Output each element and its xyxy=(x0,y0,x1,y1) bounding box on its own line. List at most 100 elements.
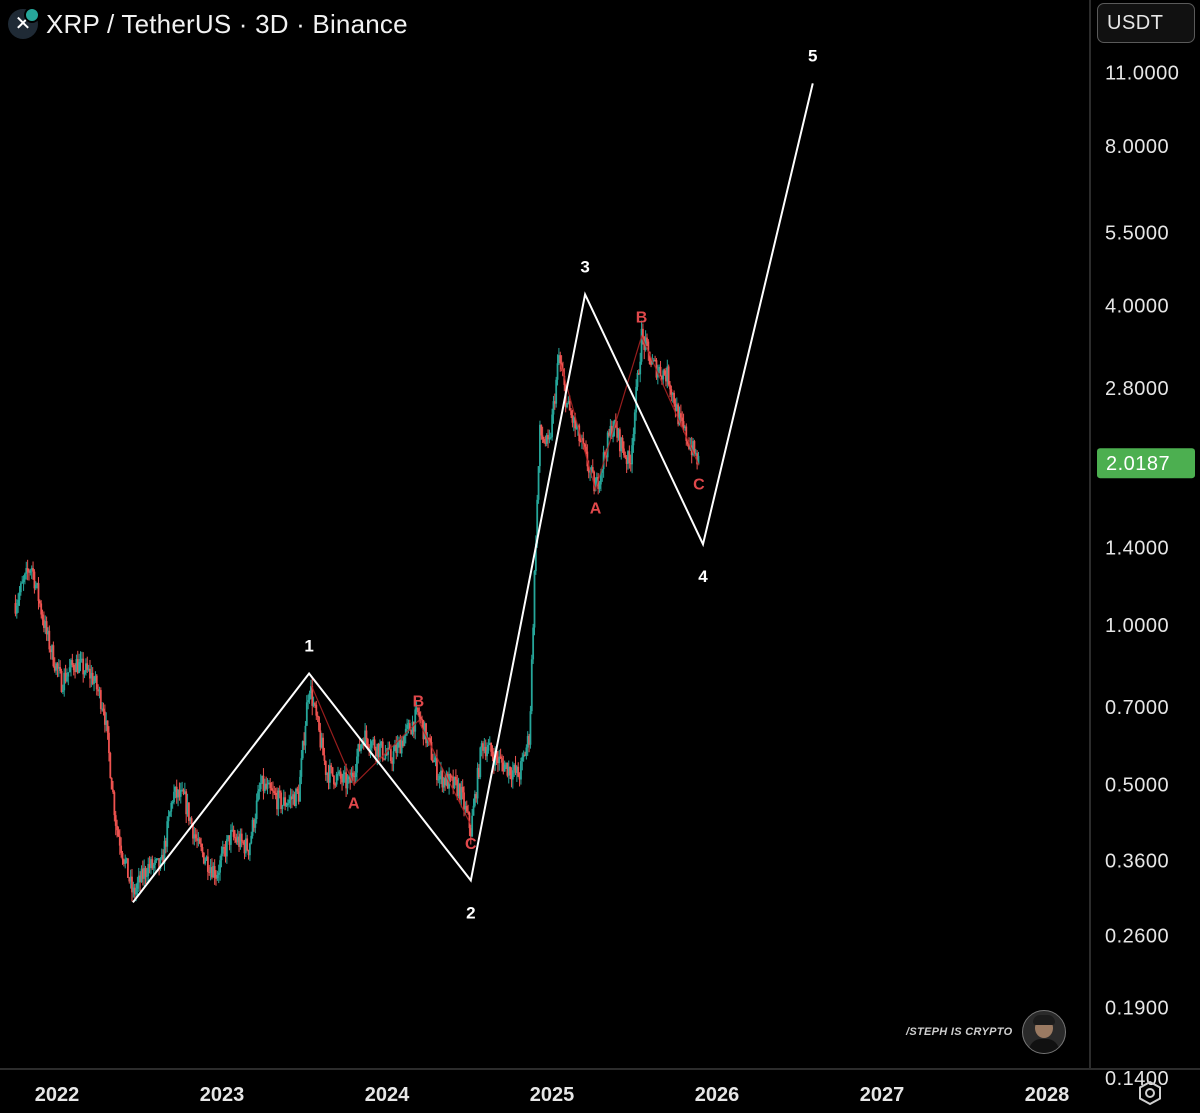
candle xyxy=(410,730,413,735)
candle xyxy=(647,341,650,352)
candle xyxy=(219,860,221,873)
y-tick-label: 11.0000 xyxy=(1105,63,1179,85)
candle xyxy=(270,788,273,791)
candle xyxy=(391,760,394,764)
candle xyxy=(182,789,185,795)
candle xyxy=(148,864,151,869)
candle xyxy=(389,748,392,761)
candle xyxy=(433,760,436,763)
candle xyxy=(644,337,647,350)
correction-path-1 xyxy=(310,684,472,826)
candle xyxy=(541,435,544,439)
candle xyxy=(189,818,192,822)
candle xyxy=(232,829,235,837)
candle xyxy=(224,848,227,857)
candle xyxy=(368,746,371,750)
candle xyxy=(269,782,272,789)
candle xyxy=(93,681,95,684)
candle xyxy=(194,834,197,839)
candle xyxy=(540,424,543,436)
candle xyxy=(303,741,306,746)
candle xyxy=(461,787,464,793)
y-tick-label: 4.0000 xyxy=(1105,296,1169,318)
candle xyxy=(41,614,44,620)
candle xyxy=(114,815,117,826)
candle xyxy=(460,787,463,800)
candle xyxy=(49,649,52,653)
time-axis-divider xyxy=(0,1068,1200,1070)
candle xyxy=(34,585,37,589)
candle xyxy=(563,375,566,385)
candle xyxy=(131,876,133,893)
candle xyxy=(160,854,163,859)
candle xyxy=(491,751,494,757)
candle xyxy=(25,568,28,574)
candle xyxy=(63,672,66,691)
candle xyxy=(297,791,300,802)
candle xyxy=(220,853,223,861)
candle xyxy=(230,829,232,845)
candle xyxy=(639,361,642,375)
candle xyxy=(517,766,520,777)
candle xyxy=(408,723,411,731)
candle xyxy=(530,659,533,712)
candle xyxy=(183,791,186,795)
watermark: /STEPH IS CRYPTO xyxy=(906,1010,1067,1054)
candle xyxy=(377,743,380,757)
candle xyxy=(211,867,213,878)
candle xyxy=(587,466,590,473)
currency-selector[interactable]: USDT xyxy=(1097,3,1195,43)
candle xyxy=(476,767,479,799)
candle xyxy=(171,802,174,804)
candle xyxy=(33,571,36,589)
candle xyxy=(595,477,598,486)
y-tick-label: 0.1900 xyxy=(1105,998,1169,1020)
candle xyxy=(357,744,360,757)
candle xyxy=(398,739,400,743)
candle xyxy=(42,619,45,628)
candle xyxy=(311,686,314,706)
candle xyxy=(628,451,631,463)
candle xyxy=(163,840,166,864)
candle xyxy=(454,776,457,780)
y-tick-label: 1.0000 xyxy=(1105,615,1169,637)
candle xyxy=(394,744,396,752)
candle xyxy=(434,757,437,761)
candle xyxy=(143,868,146,879)
candle xyxy=(60,671,63,692)
candle xyxy=(316,715,319,717)
candle xyxy=(675,404,678,412)
candle xyxy=(239,833,242,847)
candle xyxy=(488,742,491,746)
candle xyxy=(338,771,341,774)
candle xyxy=(261,775,263,784)
candle xyxy=(296,788,299,792)
y-tick-label: 1.4000 xyxy=(1105,537,1169,559)
candle xyxy=(621,437,624,449)
x-tick-label: 2027 xyxy=(860,1084,905,1106)
candle xyxy=(536,499,539,544)
settings-hexagon-icon[interactable] xyxy=(1132,1078,1168,1108)
candle xyxy=(151,859,154,869)
candle xyxy=(57,667,60,669)
candle xyxy=(582,438,585,445)
candle xyxy=(86,663,89,670)
candle xyxy=(411,721,414,735)
candle xyxy=(177,789,179,798)
candle xyxy=(244,838,247,854)
candle xyxy=(506,762,509,776)
candle xyxy=(364,730,366,746)
candle xyxy=(417,707,419,713)
x-tick-label: 2028 xyxy=(1025,1084,1070,1106)
candle xyxy=(154,860,156,865)
candle xyxy=(282,797,285,806)
candle xyxy=(150,859,152,869)
candle xyxy=(453,776,456,789)
candle xyxy=(118,836,121,846)
elliott-wave-path xyxy=(132,83,814,903)
candle xyxy=(159,858,162,869)
candle xyxy=(604,452,606,456)
candle xyxy=(19,583,22,593)
candle xyxy=(255,800,258,820)
